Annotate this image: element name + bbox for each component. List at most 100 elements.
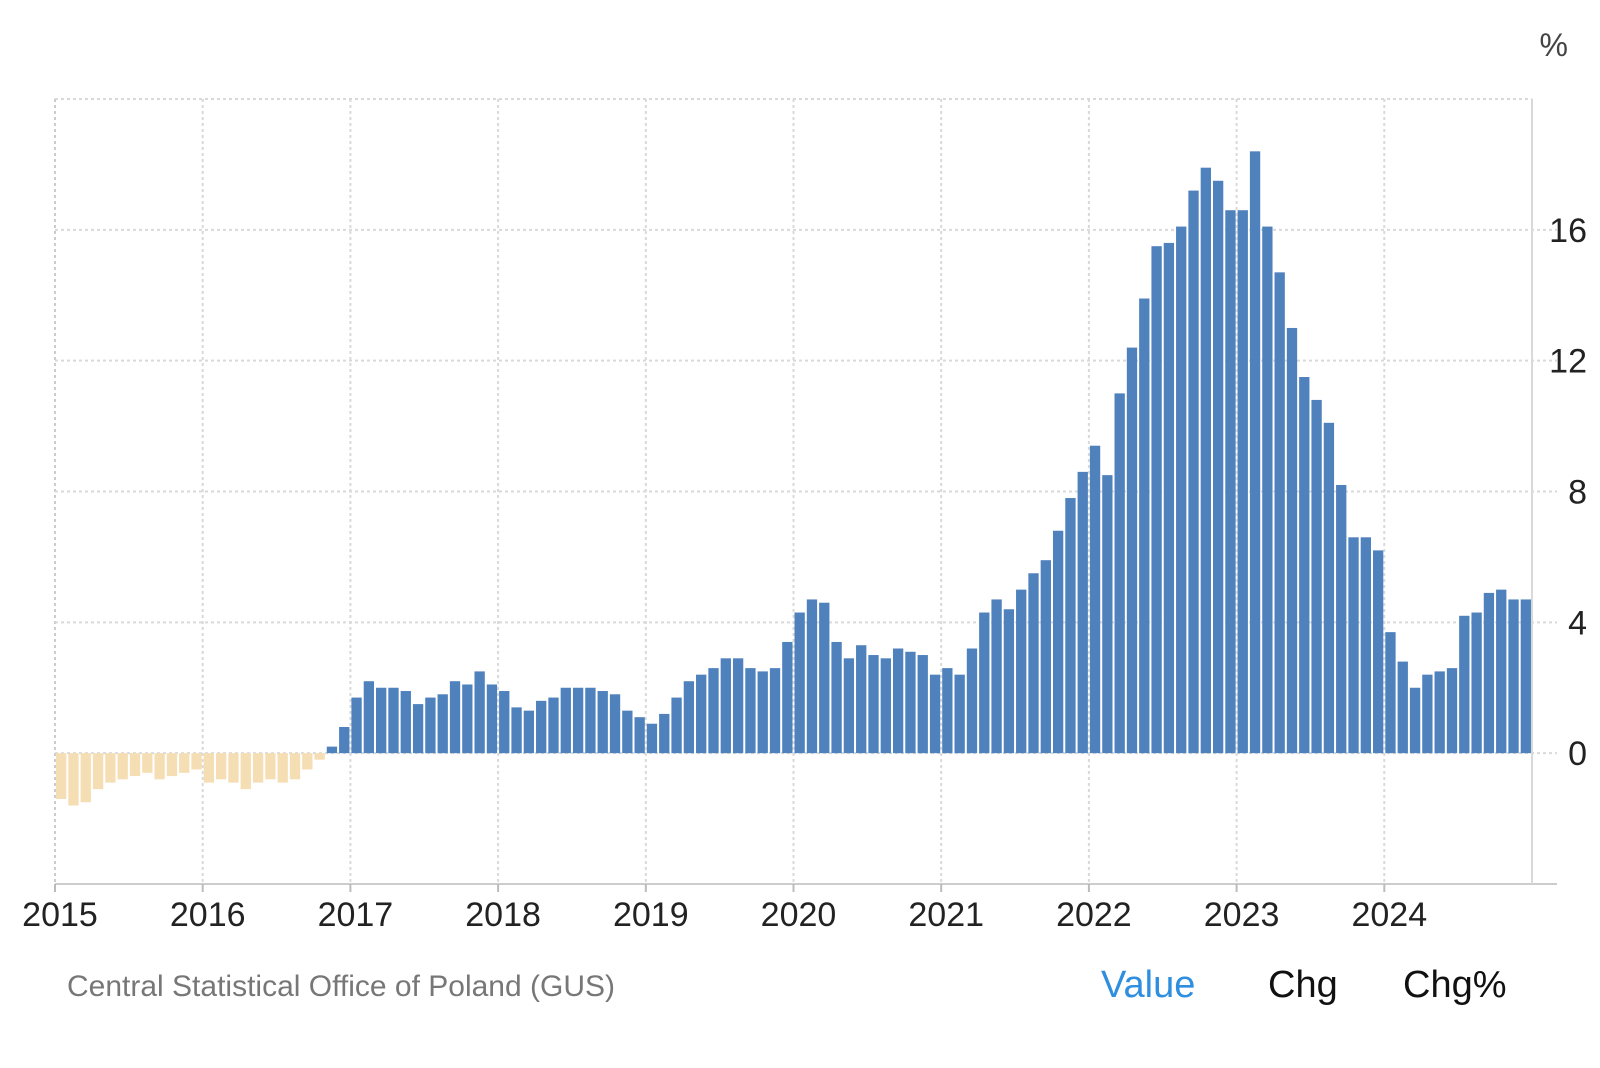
bar[interactable] (1323, 422, 1335, 754)
bar[interactable] (720, 658, 731, 754)
bar[interactable] (671, 697, 682, 754)
bar[interactable] (1299, 377, 1310, 754)
bar[interactable] (302, 753, 313, 770)
bar[interactable] (56, 753, 67, 799)
bar[interactable] (548, 697, 559, 754)
bar[interactable] (1188, 190, 1199, 754)
bar[interactable] (166, 753, 178, 777)
bar[interactable] (905, 651, 916, 754)
bar[interactable] (523, 710, 535, 754)
bar[interactable] (1065, 498, 1076, 754)
bar[interactable] (1225, 210, 1236, 754)
bar[interactable] (289, 753, 301, 780)
bar[interactable] (1003, 609, 1015, 754)
bar[interactable] (979, 612, 990, 754)
bar[interactable] (1163, 242, 1175, 754)
bar[interactable] (1422, 674, 1433, 754)
bars[interactable] (56, 151, 1531, 806)
bar[interactable] (732, 658, 744, 754)
bar[interactable] (745, 668, 756, 754)
bar[interactable] (265, 753, 276, 780)
bar[interactable] (1139, 298, 1150, 754)
bar[interactable] (105, 753, 116, 783)
bar[interactable] (1176, 226, 1187, 754)
bar[interactable] (388, 687, 399, 754)
bar[interactable] (351, 697, 362, 754)
bar[interactable] (1052, 530, 1064, 754)
bar[interactable] (1151, 246, 1162, 754)
bar[interactable] (363, 681, 375, 754)
bar[interactable] (129, 753, 141, 777)
tab-chg-percent[interactable]: Chg% (1403, 964, 1507, 1006)
bar[interactable] (757, 671, 768, 754)
bar[interactable] (240, 753, 251, 790)
bar[interactable] (216, 753, 227, 780)
bar[interactable] (1483, 592, 1495, 754)
bar[interactable] (1040, 560, 1051, 754)
bar[interactable] (966, 648, 978, 754)
bar[interactable] (1446, 668, 1458, 754)
bar[interactable] (560, 687, 571, 754)
bar[interactable] (856, 645, 867, 754)
bar[interactable] (609, 694, 621, 754)
bar[interactable] (1237, 210, 1248, 754)
bar[interactable] (1372, 550, 1384, 754)
bar[interactable] (1126, 347, 1138, 754)
bar[interactable] (1212, 180, 1224, 754)
bar[interactable] (708, 668, 719, 754)
bar[interactable] (819, 602, 830, 754)
bar[interactable] (142, 753, 153, 773)
bar[interactable] (1496, 589, 1507, 754)
bar[interactable] (1200, 167, 1211, 754)
bar[interactable] (1311, 399, 1322, 754)
bar[interactable] (831, 641, 842, 754)
bar[interactable] (782, 641, 793, 754)
bar[interactable] (191, 753, 202, 770)
bar[interactable] (683, 681, 695, 754)
bar[interactable] (92, 753, 104, 790)
bar[interactable] (868, 655, 879, 754)
bar[interactable] (942, 668, 953, 754)
bar[interactable] (228, 753, 239, 783)
bar[interactable] (400, 691, 411, 754)
bar[interactable] (1028, 573, 1039, 754)
bar[interactable] (1520, 599, 1531, 754)
bar[interactable] (917, 655, 928, 754)
bar[interactable] (203, 753, 215, 783)
bar[interactable] (339, 727, 350, 754)
bar[interactable] (794, 612, 805, 754)
bar[interactable] (486, 684, 498, 754)
bar[interactable] (769, 668, 781, 754)
bar[interactable] (376, 687, 387, 754)
bar[interactable] (314, 753, 325, 760)
bar[interactable] (622, 710, 633, 754)
bar[interactable] (412, 704, 424, 754)
bar[interactable] (1089, 445, 1101, 754)
bar[interactable] (437, 694, 448, 754)
bar[interactable] (597, 691, 608, 754)
bar[interactable] (843, 658, 855, 754)
bar[interactable] (326, 746, 338, 754)
bar[interactable] (1397, 661, 1408, 754)
bar[interactable] (1459, 615, 1470, 754)
bar[interactable] (892, 648, 904, 754)
bar[interactable] (1434, 671, 1445, 754)
bar[interactable] (1077, 471, 1088, 754)
bar[interactable] (880, 658, 891, 754)
bar[interactable] (462, 684, 473, 754)
bar[interactable] (1249, 151, 1261, 754)
bar[interactable] (80, 753, 91, 803)
bar[interactable] (1360, 537, 1371, 754)
bar[interactable] (806, 599, 818, 754)
bar[interactable] (179, 753, 190, 773)
bar[interactable] (277, 753, 288, 783)
bar[interactable] (117, 753, 128, 780)
bar[interactable] (1409, 687, 1421, 754)
bar[interactable] (1471, 612, 1482, 754)
bar[interactable] (696, 674, 707, 754)
bar[interactable] (954, 674, 965, 754)
bar[interactable] (634, 717, 645, 754)
bar[interactable] (1348, 537, 1359, 754)
bar[interactable] (646, 723, 658, 754)
bar[interactable] (1286, 327, 1298, 754)
